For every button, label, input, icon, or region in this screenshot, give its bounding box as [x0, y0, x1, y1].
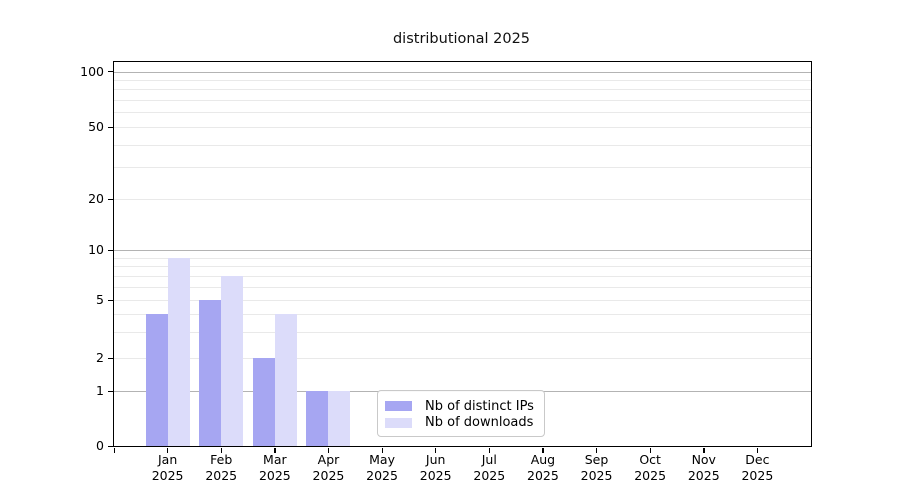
legend-item-downloads: Nb of downloads	[385, 415, 535, 432]
y-axis-tick	[107, 390, 113, 392]
legend-label-distinct-ips: Nb of distinct IPs	[425, 398, 534, 414]
minor-gridline	[114, 314, 811, 316]
chart-title: distributional 2025	[392, 31, 531, 47]
bar-distinct-ips	[306, 391, 329, 446]
legend-label-downloads: Nb of downloads	[425, 415, 534, 431]
y-axis-tick-label: 20	[88, 191, 104, 206]
minor-gridline	[114, 79, 811, 81]
minor-gridline	[114, 127, 811, 128]
x-axis-tick	[220, 447, 223, 453]
minor-gridline	[114, 112, 811, 114]
x-axis-tick	[274, 447, 276, 453]
x-axis-tick-label: Sep 2025	[580, 452, 613, 483]
x-axis-tick-label: Nov 2025	[687, 452, 720, 483]
minor-gridline	[114, 257, 811, 259]
x-axis-tick	[167, 447, 169, 453]
x-axis-tick	[488, 447, 491, 453]
bar-distinct-ips	[145, 314, 168, 446]
x-axis-tick-label: Aug 2025	[527, 452, 559, 483]
x-axis-tick	[435, 447, 437, 453]
x-axis-tick-label: Jul 2025	[473, 452, 506, 483]
x-axis-tick-label: Jun 2025	[419, 452, 452, 483]
y-axis-tick-label: 1	[96, 383, 104, 398]
y-axis-tick-label: 5	[96, 292, 104, 307]
x-axis-tick	[756, 447, 759, 453]
x-axis-tick	[542, 447, 544, 453]
minor-gridline	[114, 144, 811, 146]
legend-swatch-distinct-ips	[385, 401, 412, 412]
legend-swatch-downloads	[385, 417, 412, 428]
y-axis-tick-label: 2	[96, 350, 104, 365]
y-axis-tick	[107, 249, 113, 251]
minor-gridline	[114, 199, 811, 200]
bar-distinct-ips	[252, 358, 275, 446]
y-axis-tick-label: 10	[88, 242, 104, 257]
minor-gridline	[114, 100, 811, 102]
y-axis-tick-label: 100	[80, 63, 104, 79]
major-gridline	[114, 250, 811, 252]
minor-gridline	[114, 167, 811, 169]
minor-gridline	[114, 286, 811, 288]
legend: Nb of distinct IPs Nb of downloads	[377, 390, 545, 437]
bar-distinct-ips	[199, 300, 222, 446]
y-axis-tick	[107, 126, 113, 128]
y-axis-tick	[107, 445, 113, 447]
x-axis-tick-label: Jan 2025	[151, 452, 184, 483]
minor-gridline	[114, 332, 811, 334]
x-axis-tick-label: Mar 2025	[258, 452, 291, 483]
x-axis-tick	[381, 447, 383, 453]
bar-downloads	[167, 257, 190, 446]
major-gridline	[114, 71, 811, 73]
legend-item-distinct-ips: Nb of distinct IPs	[385, 398, 535, 415]
plot-area: 100 50 20 10 5 2 1 0 Jan 2025 Feb 2025 Mar 2025 Apr 202…	[80, 61, 812, 483]
minor-gridline	[114, 300, 811, 301]
minor-gridline	[114, 266, 811, 268]
y-axis-tick	[107, 71, 113, 73]
x-axis-tick-label: Feb 2025	[205, 452, 238, 483]
x-axis-tick-label: May 2025	[366, 452, 398, 483]
x-axis-tick	[113, 447, 115, 453]
minor-gridline	[114, 89, 811, 91]
bar-downloads	[274, 314, 297, 446]
x-axis-tick	[703, 447, 705, 453]
y-axis-tick	[107, 198, 113, 200]
x-axis-tick	[649, 447, 651, 453]
y-axis-tick	[107, 357, 113, 359]
bar-downloads	[328, 391, 351, 446]
minor-gridline	[114, 358, 811, 359]
y-axis-tick-label: 50	[88, 119, 104, 134]
minor-gridline	[114, 275, 811, 277]
x-axis-tick-label: Apr 2025	[312, 452, 345, 483]
x-axis-tick	[596, 447, 598, 453]
bar-downloads	[221, 275, 244, 446]
y-axis-tick-label: 0	[96, 438, 104, 453]
x-axis-tick-label: Oct 2025	[634, 452, 667, 483]
x-axis-tick-label: Dec 2025	[741, 452, 774, 483]
x-axis-tick	[327, 447, 330, 453]
y-axis-tick	[107, 299, 113, 301]
